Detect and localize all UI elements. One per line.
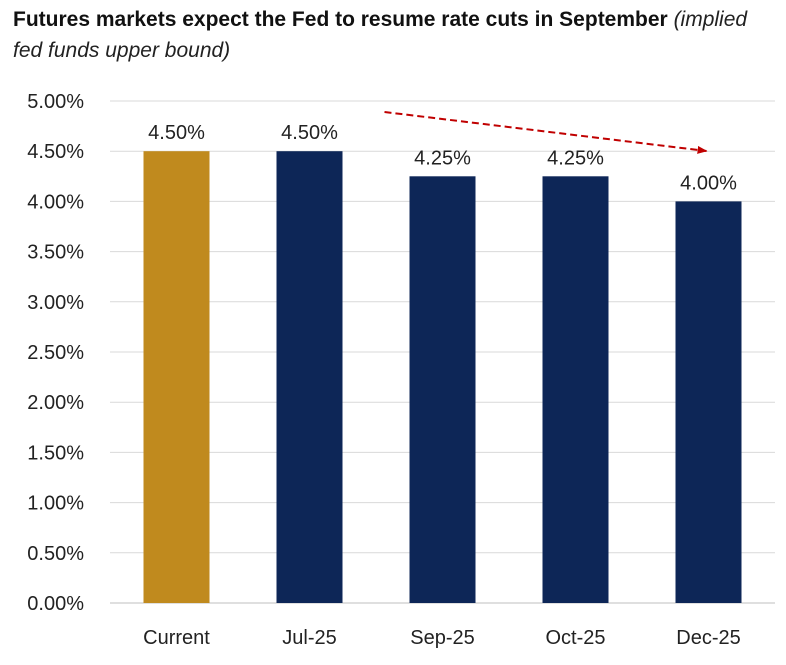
data-label: 4.50% xyxy=(281,122,338,144)
data-labels: 4.50% 4.50% 4.25% 4.25% 4.00% xyxy=(148,122,737,194)
y-tick-label: 0.00% xyxy=(27,593,84,615)
x-axis: Current Jul-25 Sep-25 Oct-25 Dec-25 xyxy=(143,627,741,649)
data-label: 4.00% xyxy=(680,172,737,194)
y-tick-label: 4.00% xyxy=(27,191,84,213)
y-tick-label: 3.50% xyxy=(27,242,84,264)
data-label: 4.25% xyxy=(547,147,604,169)
category-label: Current xyxy=(143,627,210,649)
bar-current xyxy=(143,151,210,603)
y-tick-label: 4.50% xyxy=(27,141,84,163)
y-tick-label: 2.00% xyxy=(27,392,84,414)
bar-dec-25 xyxy=(675,201,742,603)
y-tick-label: 0.50% xyxy=(27,543,84,565)
category-label: Dec-25 xyxy=(676,627,740,649)
y-tick-label: 2.50% xyxy=(27,342,84,364)
y-tick-label: 1.00% xyxy=(27,493,84,515)
category-label: Sep-25 xyxy=(410,627,475,649)
category-label: Oct-25 xyxy=(545,627,605,649)
bar-jul-25 xyxy=(276,151,343,603)
chart-subtitle: (implied fed funds upper bound) xyxy=(13,8,748,62)
bar-oct-25 xyxy=(542,176,609,604)
y-tick-label: 1.50% xyxy=(27,442,84,464)
bars xyxy=(143,151,742,604)
chart-title: Futures markets expect the Fed to resume… xyxy=(13,4,773,66)
trend-arrow xyxy=(384,111,708,154)
y-tick-label: 3.00% xyxy=(27,292,84,314)
chart-title-main: Futures markets expect the Fed to resume… xyxy=(13,8,668,31)
y-axis: 0.00% 0.50% 1.00% 1.50% 2.00% 2.50% 3.00% 3.50%… xyxy=(27,91,84,615)
data-label: 4.25% xyxy=(414,147,471,169)
y-tick-label: 5.00% xyxy=(27,91,84,113)
annotations xyxy=(384,111,708,154)
data-label: 4.50% xyxy=(148,122,205,144)
bar-sep-25 xyxy=(409,176,476,604)
category-label: Jul-25 xyxy=(282,627,336,649)
